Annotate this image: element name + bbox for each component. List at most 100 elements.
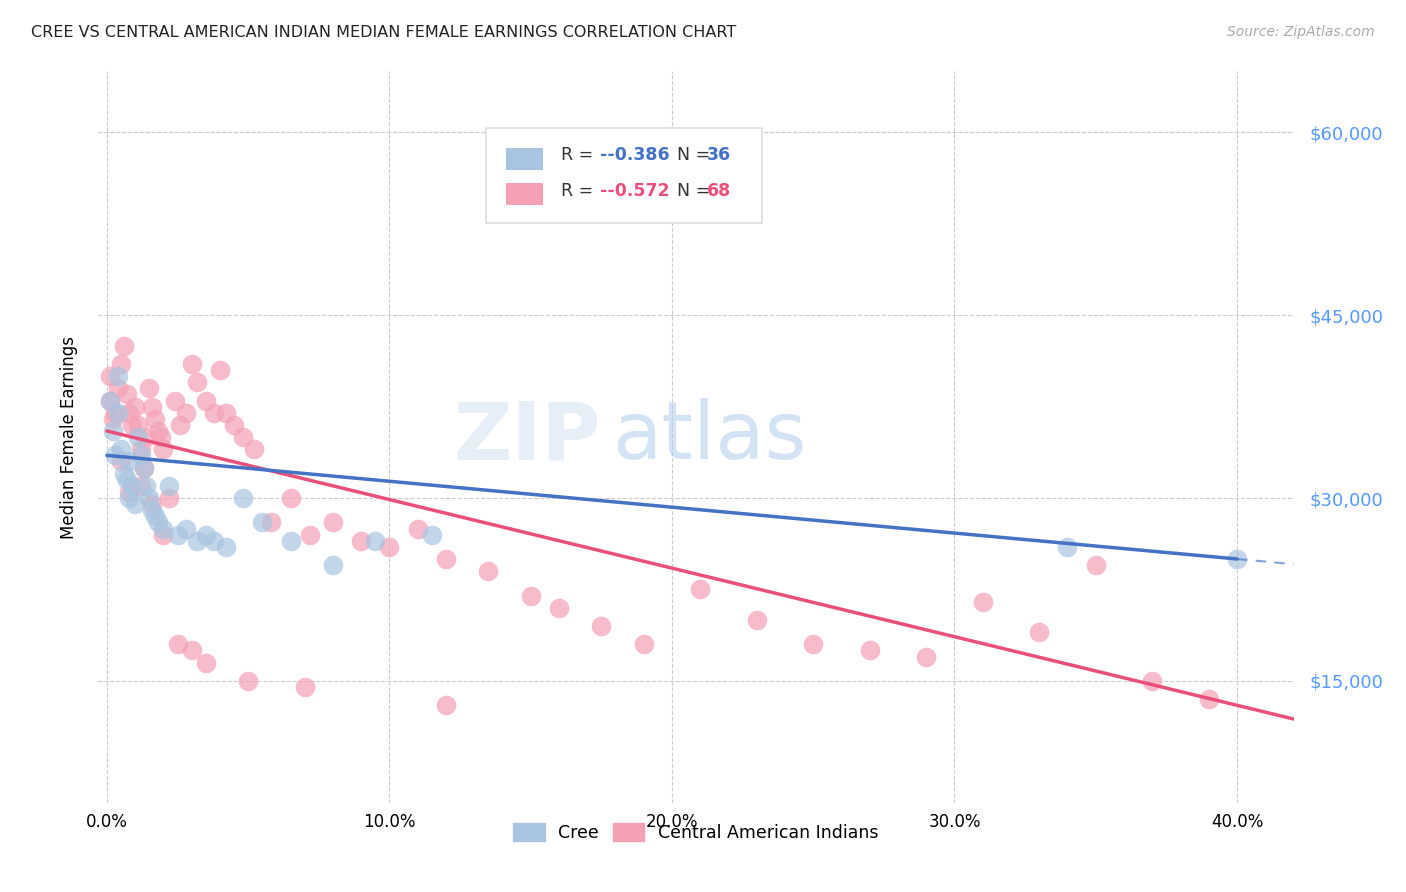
Point — [152, 527, 174, 541]
Point — [141, 497, 163, 511]
Point — [127, 430, 149, 444]
Point — [322, 516, 344, 530]
Point — [1198, 692, 1220, 706]
Point — [138, 381, 160, 395]
Point — [174, 521, 197, 535]
Text: CREE VS CENTRAL AMERICAN INDIAN MEDIAN FEMALE EARNINGS CORRELATION CHART: CREE VS CENTRAL AMERICAN INDIAN MEDIAN F… — [31, 25, 737, 40]
Point — [180, 643, 202, 657]
Point — [194, 527, 217, 541]
Point — [101, 424, 124, 438]
Point — [519, 589, 541, 603]
Point — [163, 393, 186, 408]
Text: N =: N = — [666, 146, 716, 164]
FancyBboxPatch shape — [485, 128, 762, 224]
Legend: Cree, Central American Indians: Cree, Central American Indians — [506, 816, 886, 849]
Text: --0.572: --0.572 — [600, 182, 671, 200]
Point — [174, 406, 197, 420]
FancyBboxPatch shape — [506, 148, 543, 170]
Point — [129, 442, 152, 457]
Point — [149, 430, 172, 444]
Point — [186, 376, 208, 390]
Point — [186, 533, 208, 548]
Point — [1142, 673, 1164, 688]
Point — [146, 424, 169, 438]
Point — [378, 540, 401, 554]
Point — [152, 521, 174, 535]
Point — [915, 649, 938, 664]
Point — [121, 479, 143, 493]
Point — [132, 460, 155, 475]
Point — [406, 521, 429, 535]
Point — [141, 503, 163, 517]
Point — [135, 430, 157, 444]
Point — [202, 533, 225, 548]
Point — [548, 600, 571, 615]
Point — [141, 400, 163, 414]
Point — [135, 479, 157, 493]
Point — [280, 533, 302, 548]
Point — [633, 637, 655, 651]
Point — [214, 406, 236, 420]
Point — [166, 637, 188, 651]
Text: N =: N = — [666, 182, 716, 200]
Point — [115, 473, 138, 487]
Point — [745, 613, 768, 627]
Point — [104, 406, 127, 420]
Point — [118, 485, 141, 500]
Y-axis label: Median Female Earnings: Median Female Earnings — [59, 335, 77, 539]
Point — [434, 552, 457, 566]
Point — [115, 387, 138, 401]
Point — [222, 417, 245, 432]
Point — [194, 393, 217, 408]
Point — [1084, 558, 1107, 573]
Point — [118, 406, 141, 420]
Point — [118, 491, 141, 505]
Point — [166, 527, 188, 541]
Point — [129, 479, 152, 493]
Point — [107, 406, 129, 420]
Point — [194, 656, 217, 670]
Point — [104, 449, 127, 463]
Point — [364, 533, 387, 548]
Point — [127, 417, 149, 432]
Point — [132, 460, 155, 475]
Point — [143, 509, 166, 524]
Point — [420, 527, 443, 541]
Point — [1226, 552, 1249, 566]
Text: atlas: atlas — [613, 398, 807, 476]
Point — [859, 643, 882, 657]
Text: R =: R = — [561, 182, 599, 200]
Point — [143, 412, 166, 426]
Point — [1028, 625, 1050, 640]
Point — [107, 381, 129, 395]
Point — [238, 673, 260, 688]
Point — [101, 412, 124, 426]
Point — [112, 467, 135, 481]
Point — [124, 400, 146, 414]
Point — [591, 619, 613, 633]
Point — [208, 363, 231, 377]
Point — [110, 442, 132, 457]
Point — [121, 417, 143, 432]
Point — [138, 491, 160, 505]
Point — [972, 595, 994, 609]
Point — [299, 527, 322, 541]
Text: 36: 36 — [707, 146, 731, 164]
Point — [801, 637, 824, 651]
Point — [98, 393, 121, 408]
Point — [169, 417, 191, 432]
Text: R =: R = — [561, 146, 599, 164]
Point — [350, 533, 373, 548]
Point — [243, 442, 266, 457]
Point — [98, 369, 121, 384]
Point — [214, 540, 236, 554]
Point — [294, 680, 316, 694]
Point — [124, 497, 146, 511]
Point — [110, 454, 132, 468]
Point — [231, 491, 253, 505]
FancyBboxPatch shape — [506, 183, 543, 205]
Text: ZIP: ZIP — [453, 398, 600, 476]
Point — [157, 479, 180, 493]
Point — [689, 582, 711, 597]
Point — [231, 430, 253, 444]
